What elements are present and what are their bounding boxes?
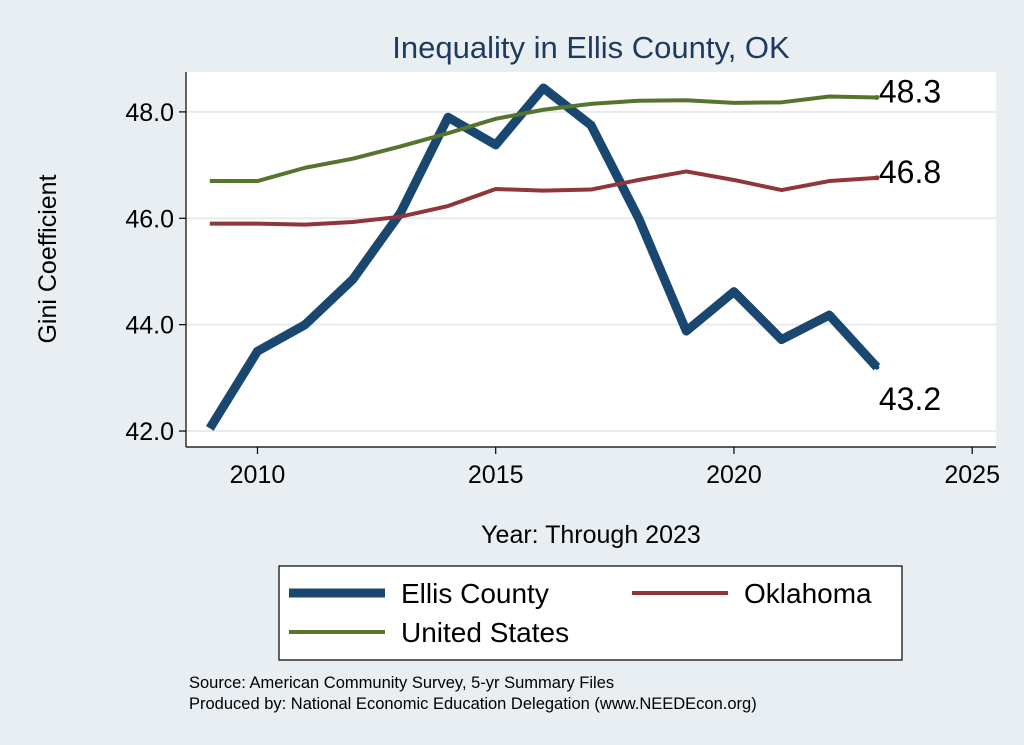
grid [186, 110, 996, 433]
legend-label-oklahoma: Oklahoma [744, 578, 872, 609]
x-tick-label: 2015 [468, 461, 524, 489]
x-axis-label: Year: Through 2023 [481, 521, 701, 549]
end-label-united-states: 48.3 [879, 74, 941, 110]
legend-label-ellis-county: Ellis County [401, 578, 549, 609]
end-label-ellis-county: 43.2 [879, 381, 941, 417]
produced-by-note: Produced by: National Economic Education… [189, 695, 757, 713]
end-point-oklahoma [874, 175, 880, 181]
y-tick-label: 42.0 [125, 418, 174, 446]
x-tick-label: 2020 [706, 461, 762, 489]
legend-label-united-states: United States [401, 617, 569, 648]
source-note: Source: American Community Survey, 5-yr … [189, 674, 614, 692]
end-point-ellis-county [874, 364, 880, 370]
series [205, 83, 881, 431]
series-line-ellis-county [205, 83, 881, 431]
series-line-oklahoma [209, 169, 878, 227]
y-tick-label: 46.0 [125, 205, 174, 233]
y-axis-label: Gini Coefficient [34, 174, 62, 343]
end-labels: 43.2 46.8 48.3 [879, 74, 941, 418]
y-ticks: 42.0 44.0 46.0 48.0 [125, 99, 186, 446]
x-tick-label: 2025 [944, 461, 1000, 489]
y-tick-label: 48.0 [125, 99, 174, 127]
legend-box [278, 565, 903, 661]
x-tick-label: 2010 [230, 461, 286, 489]
x-ticks: 2010 2015 2020 2025 [230, 447, 1000, 489]
end-label-oklahoma: 46.8 [879, 154, 941, 190]
end-point-united-states [874, 95, 880, 101]
chart-title: Inequality in Ellis County, OK [392, 30, 790, 65]
legend: Ellis County Oklahoma United States [278, 565, 903, 661]
series-line-united-states [209, 94, 877, 184]
y-tick-label: 44.0 [125, 312, 174, 340]
